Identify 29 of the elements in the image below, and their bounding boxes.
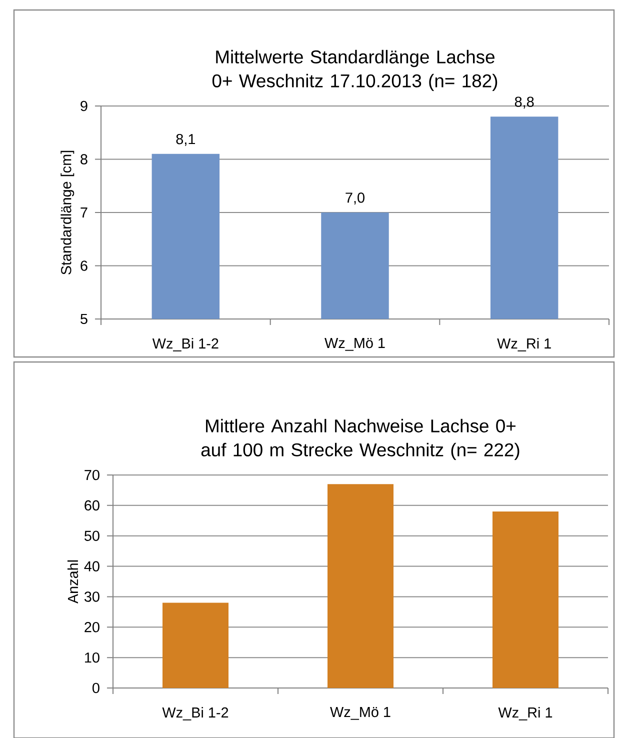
y-tick-label: 6	[80, 260, 88, 271]
x-tick-label: Wz_Bi 1-2	[152, 338, 218, 352]
data-label: 7,0	[346, 192, 364, 204]
y-tick-label: 5	[80, 314, 88, 324]
data-label: 8,8	[514, 96, 534, 109]
x-tick-label: Wz_Mö 1	[330, 707, 390, 720]
data-label: 8,1	[176, 134, 195, 146]
y-tick-label: 50	[84, 530, 100, 541]
y-tick-label: 30	[84, 592, 100, 602]
y-tick-label: 70	[84, 470, 100, 480]
bar	[162, 602, 228, 688]
y-tick-label: 10	[85, 652, 100, 663]
bar	[492, 512, 558, 688]
x-tick-label: Wz_Ri 1	[498, 707, 552, 720]
bar	[327, 484, 394, 688]
y-tick-label: 20	[84, 622, 100, 632]
y-tick-label: 9	[80, 100, 88, 112]
y-tick-label: 0	[92, 682, 100, 694]
y-tick-label: 7	[80, 208, 88, 218]
y-tick-label: 60	[84, 500, 100, 511]
x-tick-label: Wz_Bi 1-2	[162, 707, 228, 720]
chart-title: Mittelwerte Standardlänge Lachse 0+ Weschnitz 17.10.2013 (n= 182)	[212, 50, 498, 91]
y-tick-label: 40	[84, 561, 100, 572]
x-tick-label: Wz_Ri 1	[497, 338, 551, 352]
x-tick-label: Wz_Mö 1	[324, 338, 385, 351]
y-axis-title: Standardlänge [cm]	[60, 150, 74, 274]
y-axis-title: Anzahl	[67, 560, 78, 604]
y-tick-label: 8	[80, 154, 88, 164]
chart-title: Mittlere Anzahl Nachweise Lachse 0+ auf 100 m Strecke Weschnitz (n= 222)	[201, 418, 520, 460]
